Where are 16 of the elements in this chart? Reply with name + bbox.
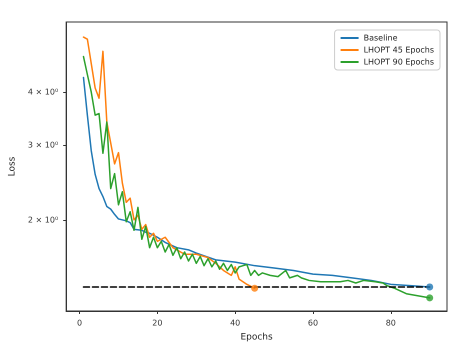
legend-label: LHOPT 45 Epochs: [364, 46, 434, 54]
y-tick-label: 2 × 10⁰: [28, 215, 58, 224]
x-tick-label: 80: [386, 318, 396, 328]
legend-label: Baseline: [364, 34, 398, 42]
x-axis-title: Epochs: [240, 332, 274, 342]
x-tick-label: 60: [308, 318, 318, 328]
point: [251, 284, 258, 292]
y-tick-label: 3 × 10⁰: [28, 140, 58, 150]
x-tick-label: 20: [152, 318, 162, 328]
point: [426, 294, 434, 302]
y-axis-title: Loss: [8, 156, 18, 176]
y-tick-label: 4 × 10⁰: [28, 88, 58, 97]
point: [426, 283, 434, 290]
legend-label: LHOPT 90 Epochs: [364, 58, 434, 66]
x-tick-label: 0: [77, 318, 82, 328]
x-tick-label: 40: [230, 318, 240, 328]
